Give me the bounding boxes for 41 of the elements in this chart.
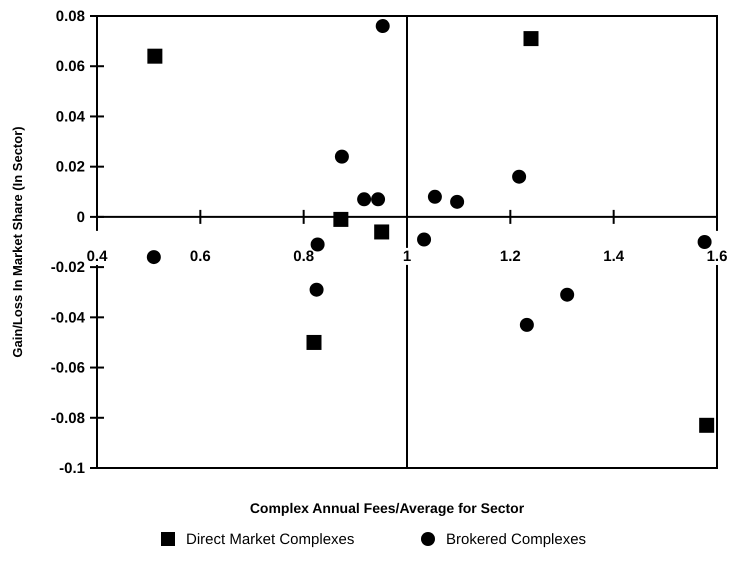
y-tick-label: 0.02 [56, 158, 85, 176]
point [146, 250, 161, 264]
y-axis-title: Gain/Loss In Market Share (In Sector) [10, 126, 25, 358]
x-tick-label: 1.2 [500, 248, 521, 265]
legend-label: Brokered Complexes [446, 531, 586, 548]
y-tick-label: 0.08 [56, 8, 85, 25]
point [374, 224, 390, 240]
point [560, 288, 574, 302]
point [376, 19, 390, 34]
y-tick-label: -0.08 [50, 410, 85, 427]
point [306, 334, 322, 350]
point [357, 192, 372, 206]
y-tick-label: -0.02 [50, 259, 85, 276]
y-tick-label: -0.04 [50, 309, 86, 326]
point [698, 235, 712, 249]
x-tick-label: 1.4 [603, 248, 625, 265]
x-tick-label: 0.6 [190, 248, 211, 265]
point [512, 170, 526, 184]
y-tick-label: 0.04 [56, 108, 86, 126]
legend-label: Direct Market Complexes [186, 531, 354, 548]
x-axis-title: Complex Annual Fees/Average for Sector [250, 500, 525, 516]
x-tick-label: 1.6 [706, 248, 728, 265]
y-tick-label: -0.06 [50, 360, 85, 377]
x-tick-label: 1 [402, 248, 412, 265]
point [524, 31, 538, 46]
x-tick-label: 0.4 [86, 248, 108, 265]
point [417, 232, 432, 246]
point [371, 192, 386, 206]
point [428, 190, 442, 204]
y-tick-label: 0 [76, 208, 85, 226]
y-tick-label: 0.06 [56, 58, 85, 76]
point [310, 282, 324, 297]
point [699, 418, 714, 433]
point [520, 318, 534, 332]
point [310, 238, 325, 252]
x-tick-label: 0.8 [293, 248, 314, 265]
point [450, 194, 464, 209]
point [147, 48, 162, 64]
point [334, 150, 349, 164]
y-tick-label: -0.1 [59, 460, 85, 477]
point [333, 212, 348, 227]
